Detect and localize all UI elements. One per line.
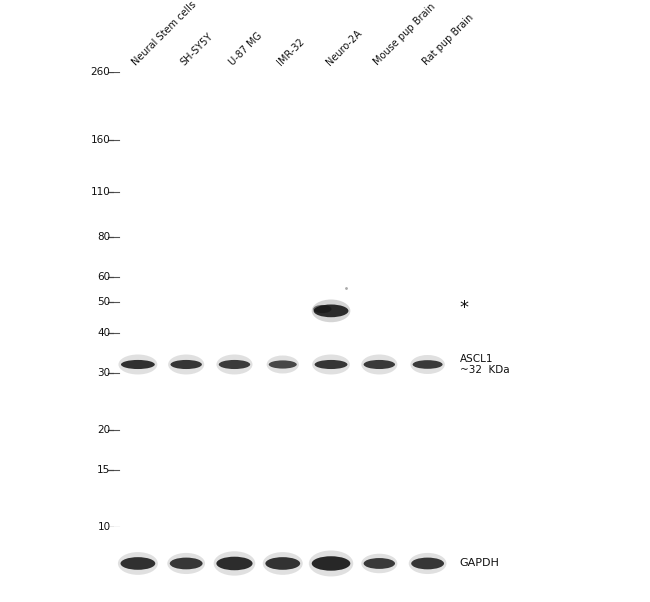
- Ellipse shape: [121, 360, 155, 369]
- Text: 60: 60: [98, 272, 111, 282]
- Text: 40: 40: [98, 328, 111, 338]
- Ellipse shape: [118, 355, 157, 374]
- Text: 15: 15: [98, 465, 111, 475]
- Text: 20: 20: [98, 425, 111, 435]
- Ellipse shape: [167, 553, 205, 574]
- Ellipse shape: [312, 300, 350, 322]
- Text: 50: 50: [98, 297, 111, 307]
- Ellipse shape: [170, 557, 203, 569]
- Ellipse shape: [361, 355, 397, 374]
- Text: 160: 160: [91, 135, 111, 145]
- Ellipse shape: [314, 305, 348, 317]
- Ellipse shape: [313, 305, 332, 313]
- Text: 80: 80: [98, 232, 111, 241]
- Ellipse shape: [120, 557, 155, 569]
- Ellipse shape: [216, 557, 253, 570]
- Ellipse shape: [409, 553, 447, 574]
- Text: 260: 260: [91, 67, 111, 77]
- Ellipse shape: [266, 356, 299, 373]
- Ellipse shape: [363, 360, 395, 369]
- Text: Neuro-2A: Neuro-2A: [324, 28, 363, 67]
- Ellipse shape: [312, 355, 350, 374]
- Ellipse shape: [216, 355, 252, 374]
- Text: 110: 110: [91, 187, 111, 197]
- Text: U-87 MG: U-87 MG: [227, 31, 265, 67]
- Text: Mouse pup Brain: Mouse pup Brain: [372, 2, 437, 67]
- Ellipse shape: [268, 361, 297, 368]
- Text: 10: 10: [98, 522, 111, 532]
- Text: *: *: [460, 299, 469, 317]
- Ellipse shape: [413, 360, 443, 369]
- Text: Neural Stem cells: Neural Stem cells: [131, 0, 199, 67]
- Text: GAPDH: GAPDH: [460, 557, 499, 568]
- Text: SH-SY5Y: SH-SY5Y: [179, 31, 215, 67]
- Text: IMR-32: IMR-32: [276, 37, 307, 67]
- Ellipse shape: [410, 355, 445, 374]
- Text: 30: 30: [98, 368, 111, 379]
- Ellipse shape: [263, 552, 303, 575]
- Ellipse shape: [361, 554, 397, 573]
- Ellipse shape: [411, 557, 444, 569]
- Ellipse shape: [219, 360, 250, 369]
- Ellipse shape: [118, 552, 158, 575]
- Ellipse shape: [312, 556, 350, 571]
- Ellipse shape: [214, 551, 255, 576]
- Text: Rat pup Brain: Rat pup Brain: [421, 13, 475, 67]
- Ellipse shape: [363, 558, 395, 569]
- Ellipse shape: [170, 360, 202, 369]
- Ellipse shape: [309, 550, 353, 577]
- Ellipse shape: [168, 355, 204, 374]
- Text: ASCL1
~32  KDa: ASCL1 ~32 KDa: [460, 354, 509, 375]
- Ellipse shape: [315, 360, 348, 369]
- Ellipse shape: [265, 557, 300, 569]
